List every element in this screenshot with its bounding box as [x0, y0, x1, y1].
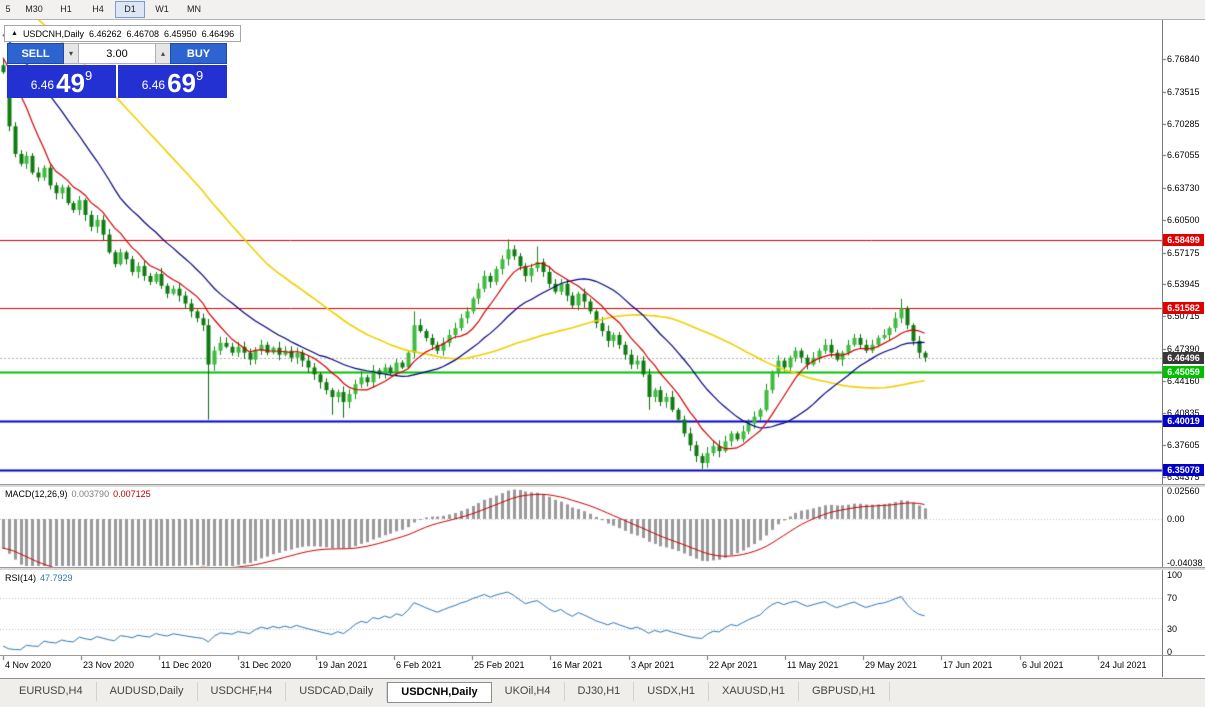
- date-axis-label: 11 May 2021: [787, 660, 839, 670]
- chart-tab-eurusd-h4[interactable]: EURUSD,H4: [6, 682, 97, 701]
- buy-price-prefix: 6.46: [141, 78, 166, 92]
- buy-button[interactable]: BUY: [170, 43, 227, 64]
- macd-scale-label: 0.00: [1167, 514, 1185, 524]
- macd-scale-label: 0.02560: [1167, 486, 1200, 496]
- sell-price-big: 49: [56, 68, 86, 98]
- macd-scale-label: -0.04038: [1167, 558, 1203, 568]
- date-axis-label: 25 Feb 2021: [474, 660, 525, 670]
- chart-tab-usdx-h1[interactable]: USDX,H1: [634, 682, 709, 701]
- timeframe-button-mn[interactable]: MN: [187, 4, 201, 14]
- buy-price-big: 69: [167, 68, 197, 98]
- macd-signal-value: 0.007125: [113, 489, 151, 499]
- chart-window-icon: ▲: [11, 30, 18, 37]
- chart-tab-dj30-h1[interactable]: DJ30,H1: [565, 682, 635, 701]
- rsi-scale-label: 30: [1167, 624, 1178, 634]
- chart-tab-ukoil-h4[interactable]: UKOil,H4: [492, 682, 565, 701]
- macd-indicator-label: MACD(12,26,9) 0.003790 0.007125: [5, 489, 151, 499]
- chart-tab-usdchf-h4[interactable]: USDCHF,H4: [198, 682, 287, 701]
- level-price-badge: 6.45059: [1163, 366, 1204, 378]
- sell-price-pip: 9: [85, 68, 93, 83]
- price-axis-label: 6.57175: [1167, 248, 1200, 258]
- chart-symbol-period: USDCNH,Daily: [22, 28, 84, 39]
- timeframe-button-h4[interactable]: H4: [92, 4, 104, 14]
- sell-button[interactable]: SELL: [7, 43, 64, 64]
- price-axis-label: 6.73515: [1167, 87, 1200, 97]
- price-axis-label: 6.70285: [1167, 119, 1200, 129]
- volume-input[interactable]: 3.00: [78, 43, 156, 64]
- level-price-badge: 6.51582: [1163, 302, 1204, 314]
- date-axis-label: 11 Dec 2020: [161, 660, 212, 670]
- rsi-title: RSI(14): [5, 573, 37, 583]
- ohlc-high: 6.46708: [126, 28, 160, 39]
- buy-price-pip: 9: [196, 68, 204, 83]
- price-axis-label: 6.53945: [1167, 279, 1200, 289]
- date-axis-label: 16 Mar 2021: [552, 660, 603, 670]
- price-axis-label: 6.34375: [1167, 472, 1200, 482]
- level-price-badge: 6.58499: [1163, 234, 1204, 246]
- buy-price-display[interactable]: 6.46 69 9: [118, 65, 227, 98]
- date-axis-label: 19 Jan 2021: [318, 660, 368, 670]
- date-axis-label: 31 Dec 2020: [240, 660, 292, 670]
- rsi-value: 47.7929: [40, 573, 73, 583]
- macd-main-value: 0.003790: [71, 489, 110, 499]
- price-axis-label: 6.50715: [1167, 311, 1200, 321]
- chart-tab-usdcnh-daily[interactable]: USDCNH,Daily: [387, 682, 492, 703]
- date-axis-label: 6 Feb 2021: [396, 660, 442, 670]
- price-axis-label: 6.67055: [1167, 150, 1200, 160]
- rsi-pane-splitter[interactable]: [0, 567, 1205, 570]
- price-axis-label: 6.76840: [1167, 54, 1200, 64]
- ohlc-open: 6.46262: [88, 28, 122, 39]
- chart-tab-xauusd-h1[interactable]: XAUUSD,H1: [709, 682, 799, 701]
- price-axis-label: 6.63730: [1167, 183, 1200, 193]
- chart-tab-usdcad-daily[interactable]: USDCAD,Daily: [286, 682, 388, 701]
- one-click-trading-panel: SELL ▾ 3.00 ▴ BUY 6.46 49 9 6.46 69 9: [7, 43, 227, 98]
- current-price-badge: 6.46496: [1163, 352, 1204, 364]
- timeframe-button-w1[interactable]: W1: [155, 4, 169, 14]
- date-axis-label: 4 Nov 2020: [5, 660, 52, 670]
- price-axis-separator: [1162, 20, 1163, 677]
- chart-tabs-bar: EURUSD,H4 AUDUSD,Daily USDCHF,H4 USDCAD,Dai…: [0, 678, 1205, 707]
- volume-increase-button[interactable]: ▴: [156, 43, 170, 64]
- chart-title-overlay: ▲ USDCNH,Daily 6.46262 6.46708 6.45950 6…: [4, 25, 242, 42]
- rsi-scale-label: 70: [1167, 593, 1178, 603]
- date-axis-label: 6 Jul 2021: [1022, 660, 1064, 670]
- chevron-up-icon: ▴: [160, 49, 165, 58]
- macd-title: MACD(12,26,9): [5, 489, 68, 499]
- date-axis-label: 29 May 2021: [865, 660, 918, 670]
- price-axis-label: 6.60500: [1167, 215, 1200, 225]
- price-axis-label: 6.37605: [1167, 440, 1200, 450]
- price-axis-label: 6.47390: [1167, 344, 1200, 354]
- date-axis-label: 22 Apr 2021: [709, 660, 758, 670]
- rsi-scale-label: 100: [1167, 570, 1183, 580]
- date-axis-label: 17 Jun 2021: [943, 660, 993, 670]
- date-axis-label: 23 Nov 2020: [83, 660, 135, 670]
- timeframe-button-m30[interactable]: M30: [25, 4, 43, 14]
- ohlc-low: 6.45950: [164, 28, 197, 39]
- date-axis-label: 24 Jul 2021: [1100, 660, 1147, 670]
- chart-tab-gbpusd-h1[interactable]: GBPUSD,H1: [799, 682, 890, 701]
- ohlc-close: 6.46496: [201, 28, 235, 39]
- price-axis-label: 6.44160: [1167, 376, 1200, 386]
- level-price-badge: 6.40019: [1163, 415, 1204, 427]
- time-axis-separator: [0, 655, 1205, 656]
- rsi-scale-label: 0: [1167, 647, 1173, 657]
- macd-pane-splitter[interactable]: [0, 484, 1205, 487]
- timeframe-button-h1[interactable]: H1: [60, 4, 72, 14]
- level-price-badge: 6.35078: [1163, 464, 1204, 476]
- date-axis-label: 3 Apr 2021: [631, 660, 675, 670]
- sell-price-display[interactable]: 6.46 49 9: [7, 65, 116, 98]
- volume-decrease-button[interactable]: ▾: [64, 43, 78, 64]
- price-axis-label: 6.40835: [1167, 408, 1200, 418]
- chart-tab-audusd-daily[interactable]: AUDUSD,Daily: [97, 682, 198, 701]
- timeframe-button-5[interactable]: 5: [5, 4, 11, 14]
- timeframe-button-d1[interactable]: D1: [115, 1, 145, 18]
- chevron-down-icon: ▾: [68, 49, 73, 58]
- sell-price-prefix: 6.46: [30, 78, 55, 92]
- timeframe-toolbar: 5 M30 H1 H4 D1 W1 MN: [0, 0, 1205, 20]
- rsi-indicator-label: RSI(14) 47.7929: [5, 573, 73, 583]
